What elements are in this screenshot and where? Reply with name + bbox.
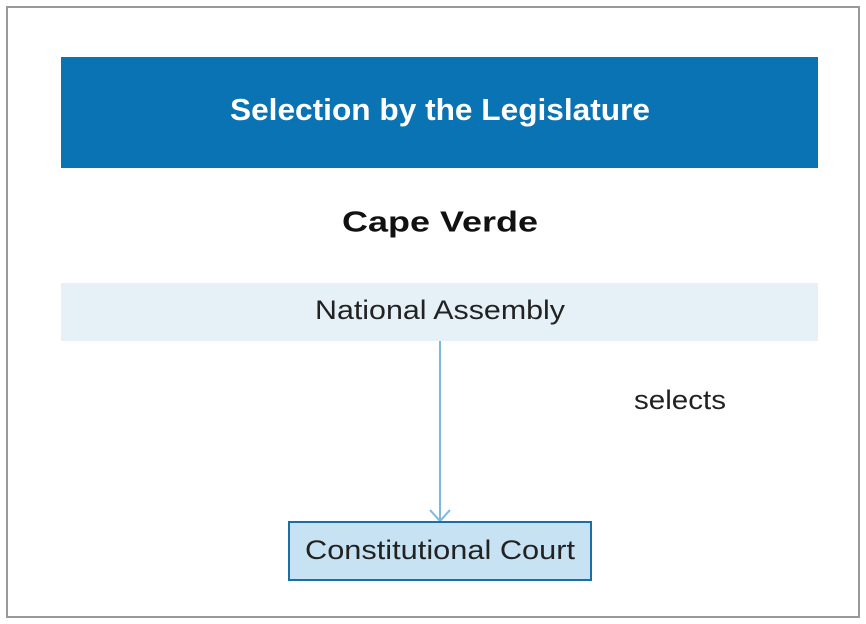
header-band <box>61 57 818 168</box>
node-box <box>61 283 818 341</box>
node-box <box>288 521 592 581</box>
node-label: Constitutional Court <box>305 535 576 565</box>
edge-label: selects <box>634 385 726 415</box>
header-title: Selection by the Legislature <box>230 92 650 127</box>
subtitle: Cape Verde <box>342 207 538 239</box>
node-label: National Assembly <box>315 295 566 325</box>
